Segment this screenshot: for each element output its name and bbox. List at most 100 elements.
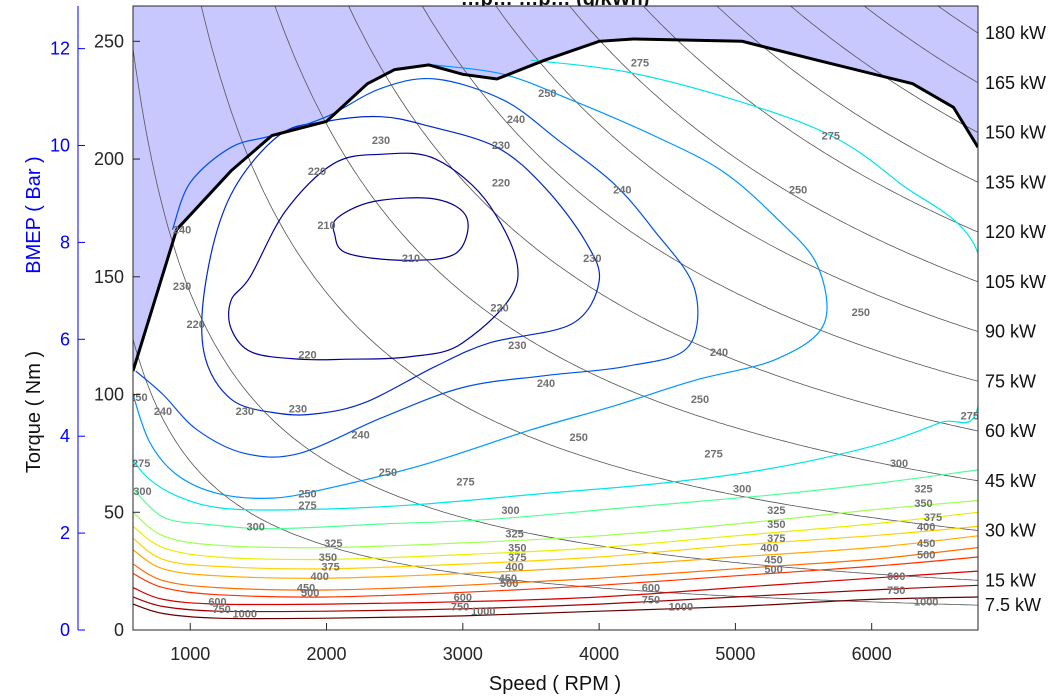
contour-label: 250 bbox=[570, 432, 588, 444]
contour-label: 220 bbox=[492, 178, 510, 190]
bmep-tick-label: 12 bbox=[50, 39, 70, 59]
contour-label: 750 bbox=[451, 602, 469, 614]
power-line-label: 60 kW bbox=[985, 421, 1036, 441]
contour-line bbox=[133, 511, 978, 561]
contour-label: 1000 bbox=[471, 606, 495, 618]
y-axis-torque: 0 50 100 150 200 250 bbox=[94, 31, 140, 640]
contour-label: 220 bbox=[308, 166, 326, 178]
bmep-tick-label: 2 bbox=[60, 523, 70, 543]
contour-line bbox=[133, 59, 978, 511]
y-axis-bmep: 0 2 4 6 8 10 12 bbox=[50, 39, 85, 640]
power-line-label: 105 kW bbox=[985, 272, 1046, 292]
contour-label: 220 bbox=[490, 302, 508, 314]
contour-label: 230 bbox=[289, 404, 307, 416]
contour-label: 375 bbox=[508, 552, 526, 564]
contour-line bbox=[332, 197, 469, 261]
contour-label: 300 bbox=[133, 486, 151, 498]
contour-line bbox=[135, 77, 699, 458]
contour-label: 240 bbox=[613, 185, 631, 197]
power-line bbox=[274, 6, 978, 482]
contour-label: 350 bbox=[767, 519, 785, 531]
contour-label: 230 bbox=[372, 135, 390, 147]
contour-label: 275 bbox=[631, 58, 649, 70]
contour-label: 250 bbox=[298, 488, 316, 500]
x-axis: 1000 2000 3000 4000 5000 6000 bbox=[170, 623, 892, 664]
contour-label: 350 bbox=[508, 543, 526, 555]
x-axis-title: Speed ( RPM ) bbox=[489, 673, 621, 695]
y-tick-label: 250 bbox=[94, 31, 124, 51]
power-line bbox=[200, 6, 978, 531]
contour-label: 750 bbox=[642, 594, 660, 606]
x-tick-label: 3000 bbox=[443, 644, 483, 664]
contour-label: 1000 bbox=[233, 609, 257, 621]
power-line bbox=[495, 6, 978, 332]
contour-label: 240 bbox=[507, 114, 525, 126]
contour-label: 275 bbox=[298, 500, 316, 512]
contour-label: 375 bbox=[924, 512, 942, 524]
contour-label: 275 bbox=[704, 448, 722, 460]
contour-label: 240 bbox=[154, 406, 172, 418]
contour-label: 300 bbox=[890, 458, 908, 470]
contour-label: 250 bbox=[852, 307, 870, 319]
y-tick-label: 150 bbox=[94, 267, 124, 287]
bmep-tick-label: 4 bbox=[60, 426, 70, 446]
contour-label: 1000 bbox=[914, 597, 938, 609]
contour-label: 500 bbox=[764, 564, 782, 576]
contour-label: 325 bbox=[914, 484, 932, 496]
contour-label: 450 bbox=[764, 554, 782, 566]
contour-line bbox=[133, 64, 828, 499]
power-line-label: 150 kW bbox=[985, 123, 1046, 143]
contour-label: 500 bbox=[301, 587, 319, 599]
contour-label: 250 bbox=[129, 392, 147, 404]
bmep-tick-label: 6 bbox=[60, 329, 70, 349]
power-line-label: 180 kW bbox=[985, 23, 1046, 43]
contour-label: 450 bbox=[297, 583, 315, 595]
power-line-label: 120 kW bbox=[985, 222, 1046, 242]
contour-label: 230 bbox=[508, 340, 526, 352]
power-line-label: 90 kW bbox=[985, 322, 1036, 342]
power-line bbox=[348, 6, 978, 432]
x-tick-label: 6000 bbox=[852, 644, 892, 664]
contour-line bbox=[133, 584, 978, 613]
contour-label: 250 bbox=[538, 88, 556, 100]
power-line-label: 135 kW bbox=[985, 172, 1046, 192]
power-line-label: 15 kW bbox=[985, 570, 1036, 590]
contour-label: 250 bbox=[379, 467, 397, 479]
contour-line bbox=[133, 547, 978, 591]
contour-label: 600 bbox=[454, 592, 472, 604]
contour-label: 750 bbox=[887, 585, 905, 597]
bmep-axis-title: BMEP ( Bar ) bbox=[23, 156, 45, 273]
power-line-label: 30 kW bbox=[985, 521, 1036, 541]
y-tick-label: 50 bbox=[104, 502, 124, 522]
contour-label: 230 bbox=[236, 406, 254, 418]
contour-line bbox=[133, 499, 978, 549]
contour-label: 300 bbox=[501, 505, 519, 517]
contour-label: 210 bbox=[402, 253, 420, 265]
contour-label: 275 bbox=[961, 411, 979, 423]
contour-label: 240 bbox=[173, 225, 191, 237]
wot-curve bbox=[133, 37, 978, 372]
power-line bbox=[789, 6, 978, 133]
power-line-label: 75 kW bbox=[985, 371, 1036, 391]
chart-title: …p… …p… (g/kWh) bbox=[461, 0, 650, 10]
contour-label: 250 bbox=[789, 185, 807, 197]
contour-label: 275 bbox=[456, 477, 474, 489]
contour-label: 375 bbox=[321, 561, 339, 573]
above-wot-region bbox=[133, 6, 978, 371]
contour-label: 240 bbox=[710, 347, 728, 359]
contour-label: 240 bbox=[537, 378, 555, 390]
contour-label: 600 bbox=[887, 571, 905, 583]
power-line bbox=[716, 6, 978, 183]
bmep-tick-label: 8 bbox=[60, 232, 70, 252]
power-line-label: 45 kW bbox=[985, 471, 1036, 491]
y-tick-label: 0 bbox=[114, 620, 124, 640]
contour-label: 500 bbox=[500, 578, 518, 590]
contour-label: 500 bbox=[917, 550, 935, 562]
contour-line bbox=[228, 152, 519, 361]
power-line-label: 165 kW bbox=[985, 73, 1046, 93]
power-line bbox=[642, 6, 978, 233]
contour-label: 450 bbox=[499, 573, 517, 585]
contour-label: 275 bbox=[822, 131, 840, 143]
contour-line bbox=[133, 596, 978, 620]
